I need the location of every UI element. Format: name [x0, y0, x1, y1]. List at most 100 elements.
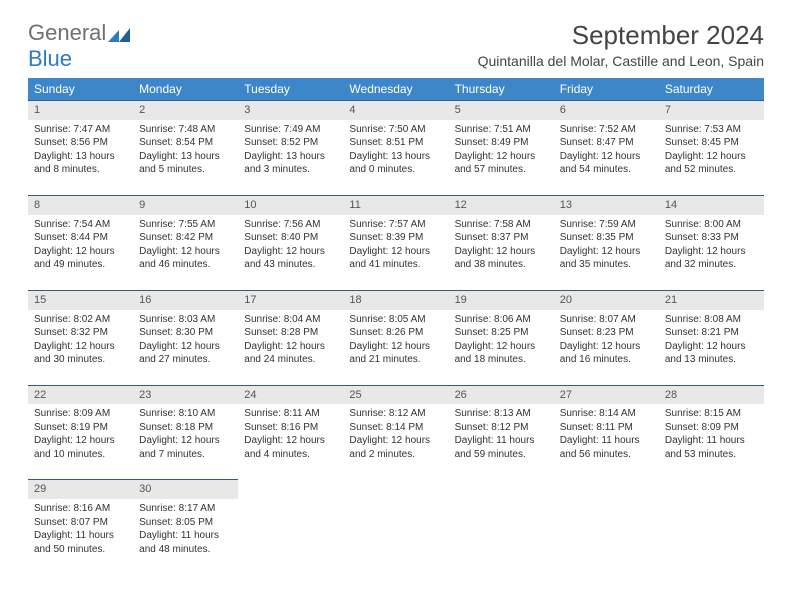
sunrise-line: Sunrise: 8:04 AM [244, 313, 337, 327]
day-number-cell: 19 [449, 290, 554, 309]
day-number-row: 891011121314 [28, 195, 764, 214]
day-content-cell [554, 499, 659, 574]
day-number-cell [343, 480, 448, 499]
weekday-header: Wednesday [343, 78, 448, 101]
sunrise-line: Sunrise: 8:03 AM [139, 313, 232, 327]
day-content-cell: Sunrise: 8:16 AMSunset: 8:07 PMDaylight:… [28, 499, 133, 574]
logo-mark-icon [108, 26, 130, 42]
sunset-line: Sunset: 8:33 PM [665, 231, 758, 245]
daylight-line: Daylight: 12 hours and 21 minutes. [349, 340, 442, 367]
sunset-line: Sunset: 8:09 PM [665, 421, 758, 435]
day-number-cell: 14 [659, 195, 764, 214]
day-number-cell: 8 [28, 195, 133, 214]
sunrise-line: Sunrise: 7:58 AM [455, 218, 548, 232]
day-content-cell: Sunrise: 7:54 AMSunset: 8:44 PMDaylight:… [28, 215, 133, 291]
sunrise-line: Sunrise: 7:49 AM [244, 123, 337, 137]
daylight-line: Daylight: 12 hours and 13 minutes. [665, 340, 758, 367]
day-number-cell [449, 480, 554, 499]
sunset-line: Sunset: 8:26 PM [349, 326, 442, 340]
day-number-row: 22232425262728 [28, 385, 764, 404]
sunrise-line: Sunrise: 8:13 AM [455, 407, 548, 421]
sunset-line: Sunset: 8:54 PM [139, 136, 232, 150]
day-content-cell: Sunrise: 8:11 AMSunset: 8:16 PMDaylight:… [238, 404, 343, 480]
sunrise-line: Sunrise: 8:00 AM [665, 218, 758, 232]
title-block: September 2024 Quintanilla del Molar, Ca… [478, 20, 764, 69]
sunrise-line: Sunrise: 7:55 AM [139, 218, 232, 232]
day-number-cell: 2 [133, 101, 238, 120]
sunset-line: Sunset: 8:16 PM [244, 421, 337, 435]
daylight-line: Daylight: 12 hours and 38 minutes. [455, 245, 548, 272]
day-content-row: Sunrise: 8:09 AMSunset: 8:19 PMDaylight:… [28, 404, 764, 480]
sunset-line: Sunset: 8:18 PM [139, 421, 232, 435]
logo: General Blue [28, 20, 130, 72]
daylight-line: Daylight: 13 hours and 0 minutes. [349, 150, 442, 177]
daylight-line: Daylight: 11 hours and 53 minutes. [665, 434, 758, 461]
sunset-line: Sunset: 8:52 PM [244, 136, 337, 150]
daylight-line: Daylight: 11 hours and 50 minutes. [34, 529, 127, 556]
day-number-cell: 25 [343, 385, 448, 404]
logo-text-blue: Blue [28, 46, 72, 71]
sunrise-line: Sunrise: 8:16 AM [34, 502, 127, 516]
sunset-line: Sunset: 8:05 PM [139, 516, 232, 530]
weekday-header: Sunday [28, 78, 133, 101]
daylight-line: Daylight: 13 hours and 5 minutes. [139, 150, 232, 177]
sunrise-line: Sunrise: 7:52 AM [560, 123, 653, 137]
calendar-table: Sunday Monday Tuesday Wednesday Thursday… [28, 78, 764, 574]
daylight-line: Daylight: 12 hours and 18 minutes. [455, 340, 548, 367]
day-content-cell: Sunrise: 8:12 AMSunset: 8:14 PMDaylight:… [343, 404, 448, 480]
day-number-cell: 21 [659, 290, 764, 309]
sunset-line: Sunset: 8:44 PM [34, 231, 127, 245]
day-number-row: 15161718192021 [28, 290, 764, 309]
daylight-line: Daylight: 12 hours and 10 minutes. [34, 434, 127, 461]
sunrise-line: Sunrise: 8:17 AM [139, 502, 232, 516]
sunset-line: Sunset: 8:30 PM [139, 326, 232, 340]
sunset-line: Sunset: 8:39 PM [349, 231, 442, 245]
day-content-cell: Sunrise: 7:51 AMSunset: 8:49 PMDaylight:… [449, 120, 554, 196]
day-content-cell: Sunrise: 7:48 AMSunset: 8:54 PMDaylight:… [133, 120, 238, 196]
day-number-cell: 23 [133, 385, 238, 404]
sunrise-line: Sunrise: 7:53 AM [665, 123, 758, 137]
daylight-line: Daylight: 12 hours and 49 minutes. [34, 245, 127, 272]
day-content-cell: Sunrise: 7:53 AMSunset: 8:45 PMDaylight:… [659, 120, 764, 196]
day-content-row: Sunrise: 7:47 AMSunset: 8:56 PMDaylight:… [28, 120, 764, 196]
day-content-cell: Sunrise: 8:00 AMSunset: 8:33 PMDaylight:… [659, 215, 764, 291]
daylight-line: Daylight: 11 hours and 56 minutes. [560, 434, 653, 461]
daylight-line: Daylight: 12 hours and 30 minutes. [34, 340, 127, 367]
day-number-cell: 1 [28, 101, 133, 120]
day-number-cell: 28 [659, 385, 764, 404]
sunset-line: Sunset: 8:40 PM [244, 231, 337, 245]
daylight-line: Daylight: 12 hours and 16 minutes. [560, 340, 653, 367]
weekday-header: Saturday [659, 78, 764, 101]
day-content-row: Sunrise: 7:54 AMSunset: 8:44 PMDaylight:… [28, 215, 764, 291]
day-content-cell: Sunrise: 7:49 AMSunset: 8:52 PMDaylight:… [238, 120, 343, 196]
day-number-cell [659, 480, 764, 499]
day-number-row: 1234567 [28, 101, 764, 120]
sunset-line: Sunset: 8:25 PM [455, 326, 548, 340]
day-number-cell: 9 [133, 195, 238, 214]
sunrise-line: Sunrise: 7:56 AM [244, 218, 337, 232]
sunset-line: Sunset: 8:47 PM [560, 136, 653, 150]
sunset-line: Sunset: 8:51 PM [349, 136, 442, 150]
sunrise-line: Sunrise: 8:02 AM [34, 313, 127, 327]
day-content-cell: Sunrise: 7:59 AMSunset: 8:35 PMDaylight:… [554, 215, 659, 291]
day-content-row: Sunrise: 8:02 AMSunset: 8:32 PMDaylight:… [28, 310, 764, 386]
day-content-cell [238, 499, 343, 574]
daylight-line: Daylight: 12 hours and 7 minutes. [139, 434, 232, 461]
day-content-cell: Sunrise: 8:04 AMSunset: 8:28 PMDaylight:… [238, 310, 343, 386]
day-number-cell: 18 [343, 290, 448, 309]
sunset-line: Sunset: 8:32 PM [34, 326, 127, 340]
day-content-cell: Sunrise: 8:06 AMSunset: 8:25 PMDaylight:… [449, 310, 554, 386]
day-content-row: Sunrise: 8:16 AMSunset: 8:07 PMDaylight:… [28, 499, 764, 574]
sunrise-line: Sunrise: 8:15 AM [665, 407, 758, 421]
day-content-cell: Sunrise: 7:58 AMSunset: 8:37 PMDaylight:… [449, 215, 554, 291]
sunset-line: Sunset: 8:21 PM [665, 326, 758, 340]
day-number-cell: 24 [238, 385, 343, 404]
sunrise-line: Sunrise: 7:57 AM [349, 218, 442, 232]
day-number-cell: 4 [343, 101, 448, 120]
daylight-line: Daylight: 13 hours and 8 minutes. [34, 150, 127, 177]
day-content-cell: Sunrise: 8:13 AMSunset: 8:12 PMDaylight:… [449, 404, 554, 480]
day-number-cell: 26 [449, 385, 554, 404]
sunset-line: Sunset: 8:56 PM [34, 136, 127, 150]
sunrise-line: Sunrise: 7:48 AM [139, 123, 232, 137]
header: General Blue September 2024 Quintanilla … [28, 20, 764, 72]
